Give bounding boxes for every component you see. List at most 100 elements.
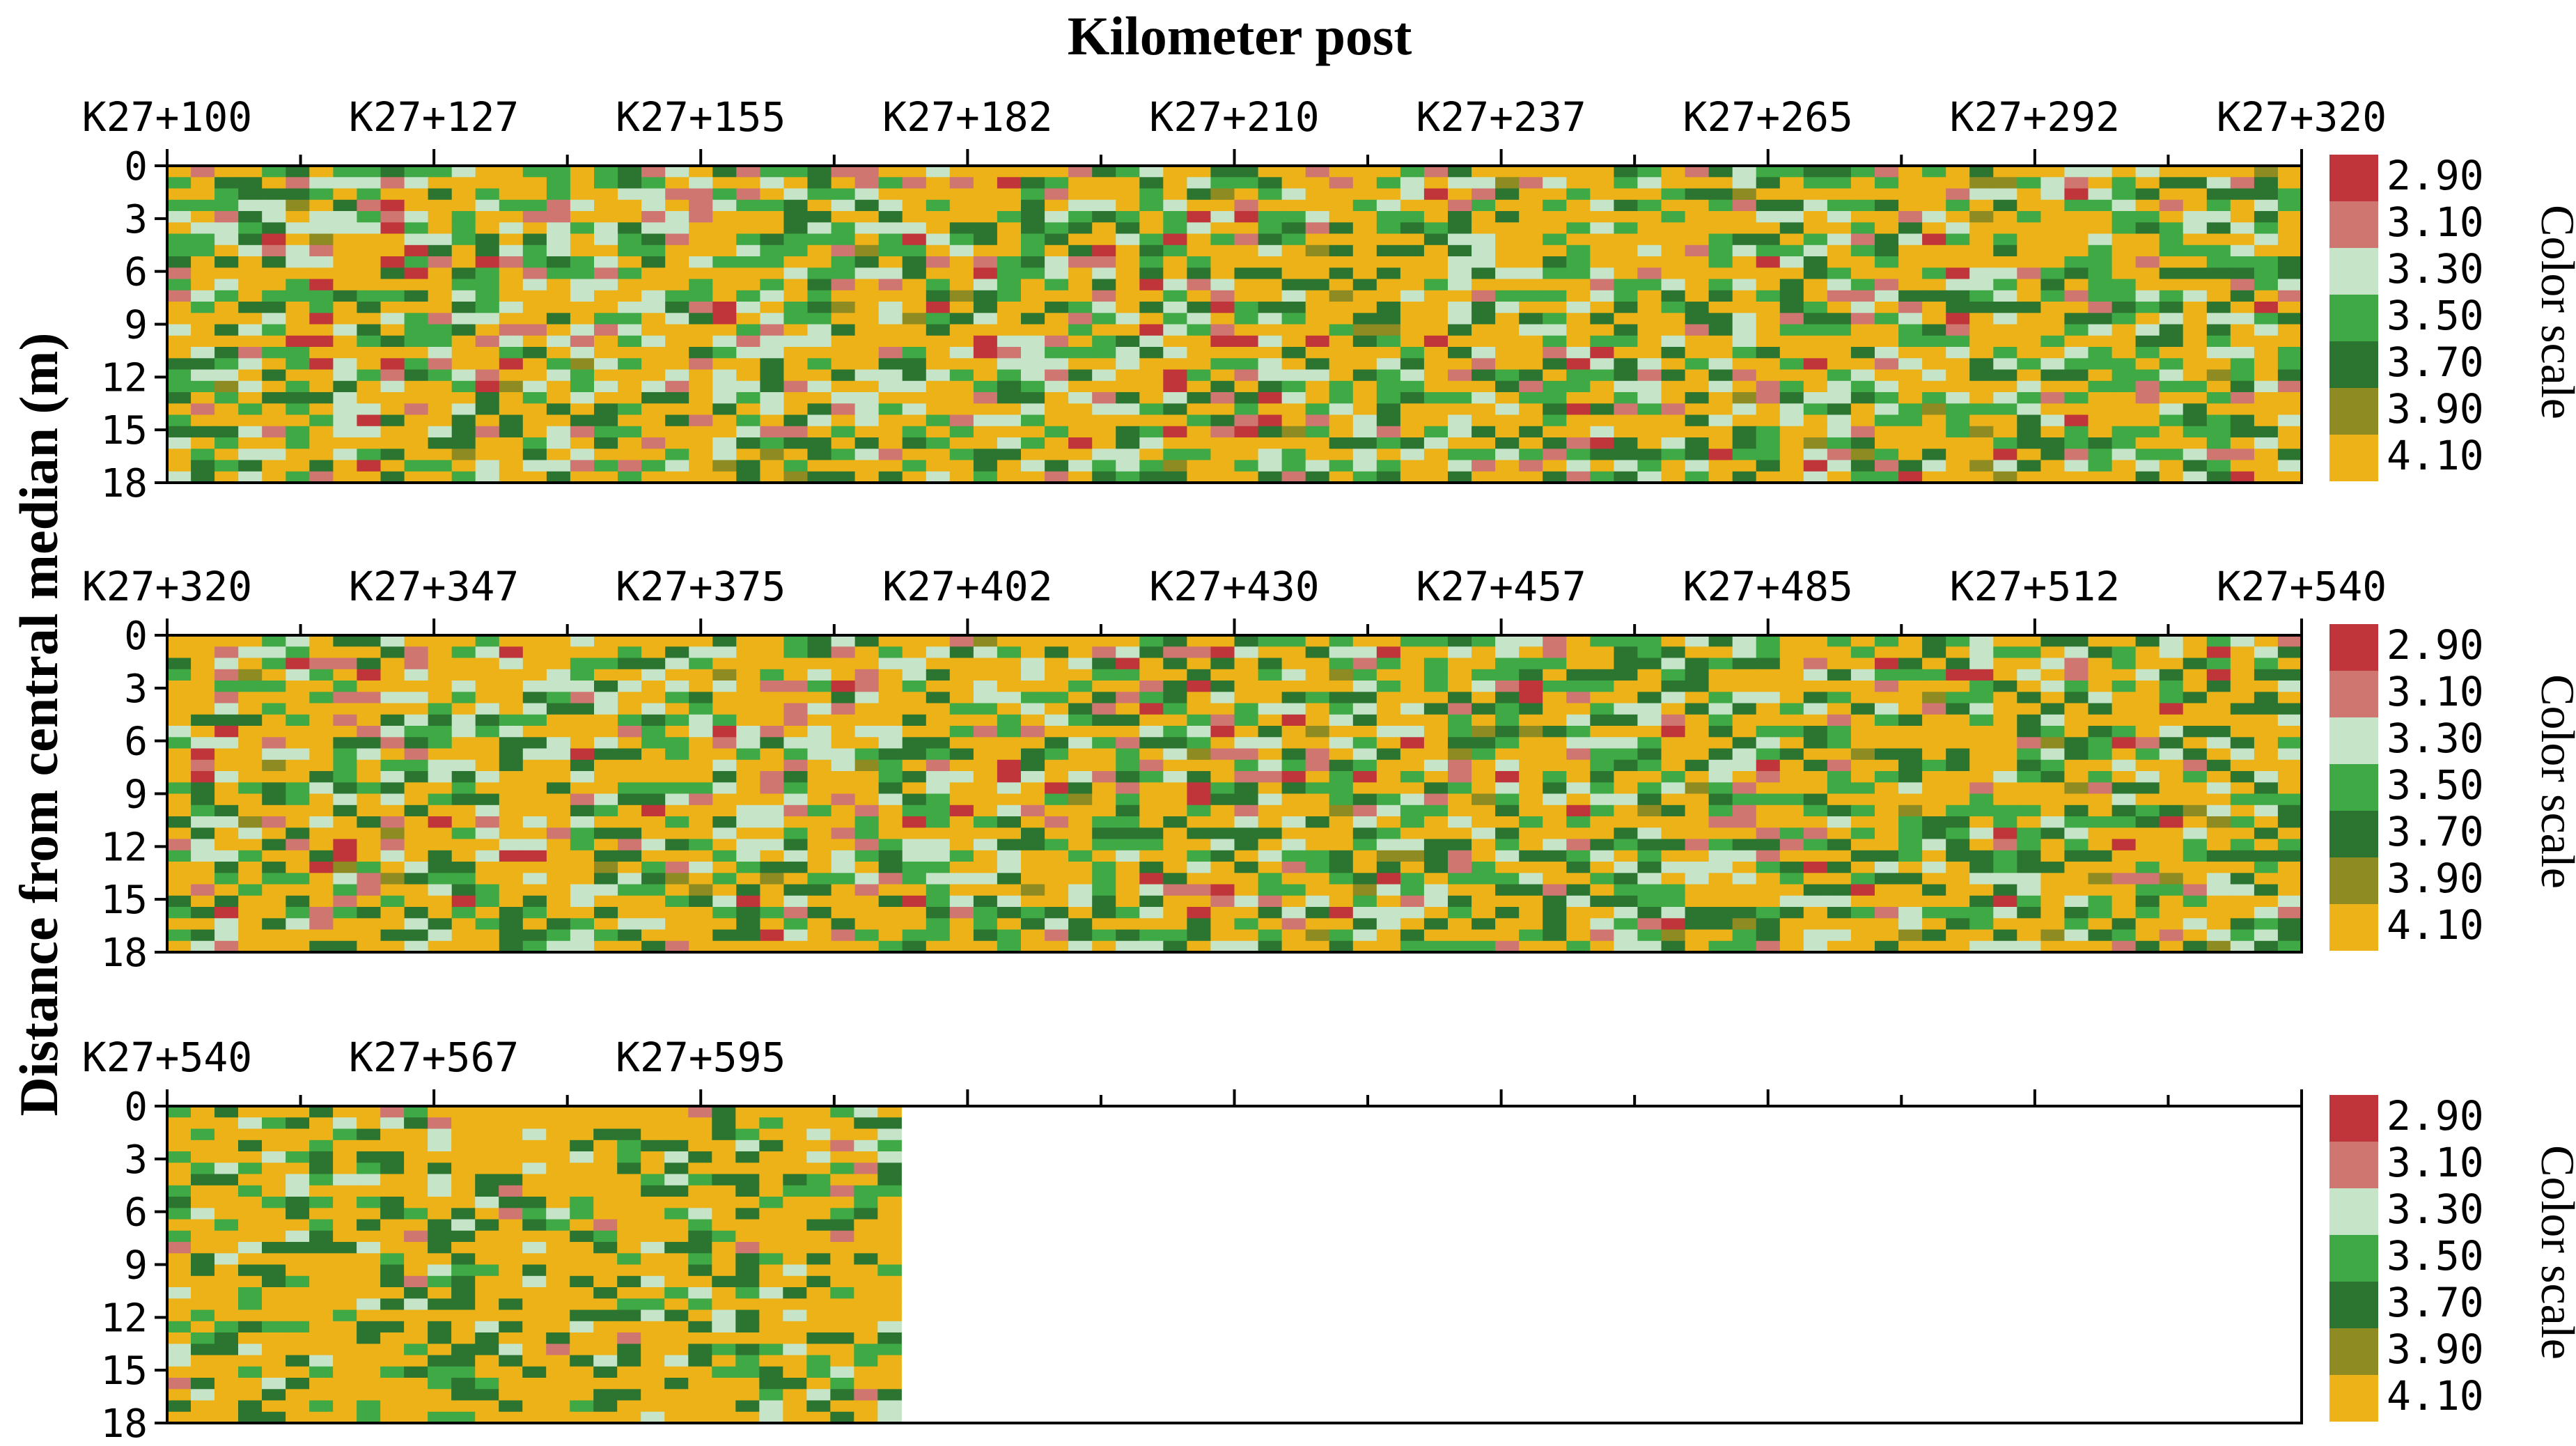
heatmap-cell xyxy=(286,895,310,908)
heatmap-cell xyxy=(1187,166,1212,178)
heatmap-cell xyxy=(333,748,358,761)
heatmap-cell xyxy=(1779,658,1804,670)
heatmap-cell xyxy=(1827,244,1852,257)
heatmap-cell xyxy=(1376,669,1401,681)
heatmap-cell xyxy=(973,669,998,681)
heatmap-cell xyxy=(1661,302,1686,313)
heatmap-cell xyxy=(1543,437,1567,449)
heatmap-cell xyxy=(1045,726,1069,738)
heatmap-cell xyxy=(1519,222,1543,235)
heatmap-cell xyxy=(2088,426,2113,438)
heatmap-cell xyxy=(428,290,453,302)
heatmap-cell xyxy=(1116,166,1140,178)
heatmap-cell xyxy=(1139,290,1164,302)
heatmap-cell xyxy=(522,279,547,291)
heatmap-cell xyxy=(2183,793,2208,806)
heatmap-cell xyxy=(1590,449,1614,461)
heatmap-cell xyxy=(1472,737,1496,749)
heatmap-cell xyxy=(1423,748,1449,761)
heatmap-cell xyxy=(902,166,927,178)
heatmap-cell xyxy=(1590,414,1614,427)
heatmap-cell xyxy=(2064,437,2089,449)
heatmap-cell xyxy=(1661,244,1686,257)
heatmap-cell xyxy=(878,313,903,325)
heatmap-cell xyxy=(1993,907,2017,919)
heatmap-cell xyxy=(1163,177,1187,189)
heatmap-cell xyxy=(1305,804,1330,817)
heatmap-cell xyxy=(997,335,1022,348)
heatmap-cell xyxy=(2135,414,2160,427)
heatmap-cell xyxy=(546,199,571,212)
heatmap-cell xyxy=(2230,324,2255,336)
heatmap-cell xyxy=(1068,827,1093,840)
heatmap-cell xyxy=(1423,177,1449,189)
heatmap-cell xyxy=(878,166,903,178)
heatmap-cell xyxy=(404,199,429,212)
heatmap-cell xyxy=(570,782,595,795)
heatmap-cell xyxy=(451,804,476,817)
heatmap-cell xyxy=(783,222,809,235)
heatmap-cell xyxy=(997,850,1022,862)
heatmap-cell xyxy=(475,907,500,919)
heatmap-cell xyxy=(1875,737,1899,749)
heatmap-cell xyxy=(238,759,263,772)
heatmap-cell xyxy=(262,369,286,382)
heatmap-cell xyxy=(1423,862,1449,873)
heatmap-cell xyxy=(783,873,809,885)
heatmap-cell xyxy=(2088,804,2113,817)
heatmap-cell xyxy=(2111,669,2137,681)
heatmap-cell xyxy=(214,793,239,806)
heatmap-cell xyxy=(1732,244,1757,257)
heatmap-cell xyxy=(1068,290,1093,302)
heatmap-cell xyxy=(1068,771,1093,783)
heatmap-cell xyxy=(1139,380,1164,393)
heatmap-cell xyxy=(546,358,571,371)
heatmap-cell xyxy=(807,426,832,438)
heatmap-cell xyxy=(712,759,737,772)
heatmap-cell xyxy=(712,658,737,670)
heatmap-cell xyxy=(1637,403,1662,416)
heatmap-cell xyxy=(1281,692,1306,704)
heatmap-cell xyxy=(1352,862,1377,873)
heatmap-cell xyxy=(1139,188,1164,201)
heatmap-cell xyxy=(1400,793,1425,806)
heatmap-cell xyxy=(1803,324,1828,336)
heatmap-cell xyxy=(973,324,998,336)
heatmap-cell xyxy=(783,177,809,189)
heatmap-cell xyxy=(428,449,453,461)
heatmap-cell xyxy=(475,771,500,783)
heatmap-cell xyxy=(1637,759,1662,772)
heatmap-cell xyxy=(878,929,903,942)
heatmap-cell xyxy=(618,313,642,325)
heatmap-cell xyxy=(1685,449,1710,461)
heatmap-cell xyxy=(238,692,263,704)
heatmap-cell xyxy=(1637,635,1662,647)
heatmap-cell xyxy=(1045,692,1069,704)
heatmap-cell xyxy=(2111,895,2137,908)
heatmap-cell xyxy=(309,403,334,416)
heatmap-cell xyxy=(641,324,666,336)
heatmap-cell xyxy=(736,646,760,659)
heatmap-cell xyxy=(333,279,358,291)
heatmap-cell xyxy=(2183,692,2208,704)
heatmap-cell xyxy=(1637,816,1662,828)
heatmap-cell xyxy=(1258,703,1283,715)
heatmap-cell xyxy=(1898,816,1923,828)
legend-label: 2.90 xyxy=(2387,152,2484,199)
heatmap-cell xyxy=(689,471,713,483)
heatmap-cell xyxy=(807,290,832,302)
heatmap-cell xyxy=(1614,918,1639,931)
heatmap-cell xyxy=(475,929,500,942)
heatmap-cell xyxy=(428,884,453,896)
heatmap-cell xyxy=(1827,267,1852,280)
heatmap-cell xyxy=(1661,279,1686,291)
heatmap-cell xyxy=(1566,669,1591,681)
heatmap-cell xyxy=(1210,426,1235,438)
heatmap-cell xyxy=(428,692,453,704)
heatmap-cell xyxy=(214,380,239,393)
heatmap-cell xyxy=(2088,703,2113,715)
heatmap-cell xyxy=(2159,793,2184,806)
heatmap-cell xyxy=(878,211,903,223)
heatmap-cell xyxy=(831,918,856,931)
heatmap-cell xyxy=(522,460,547,472)
